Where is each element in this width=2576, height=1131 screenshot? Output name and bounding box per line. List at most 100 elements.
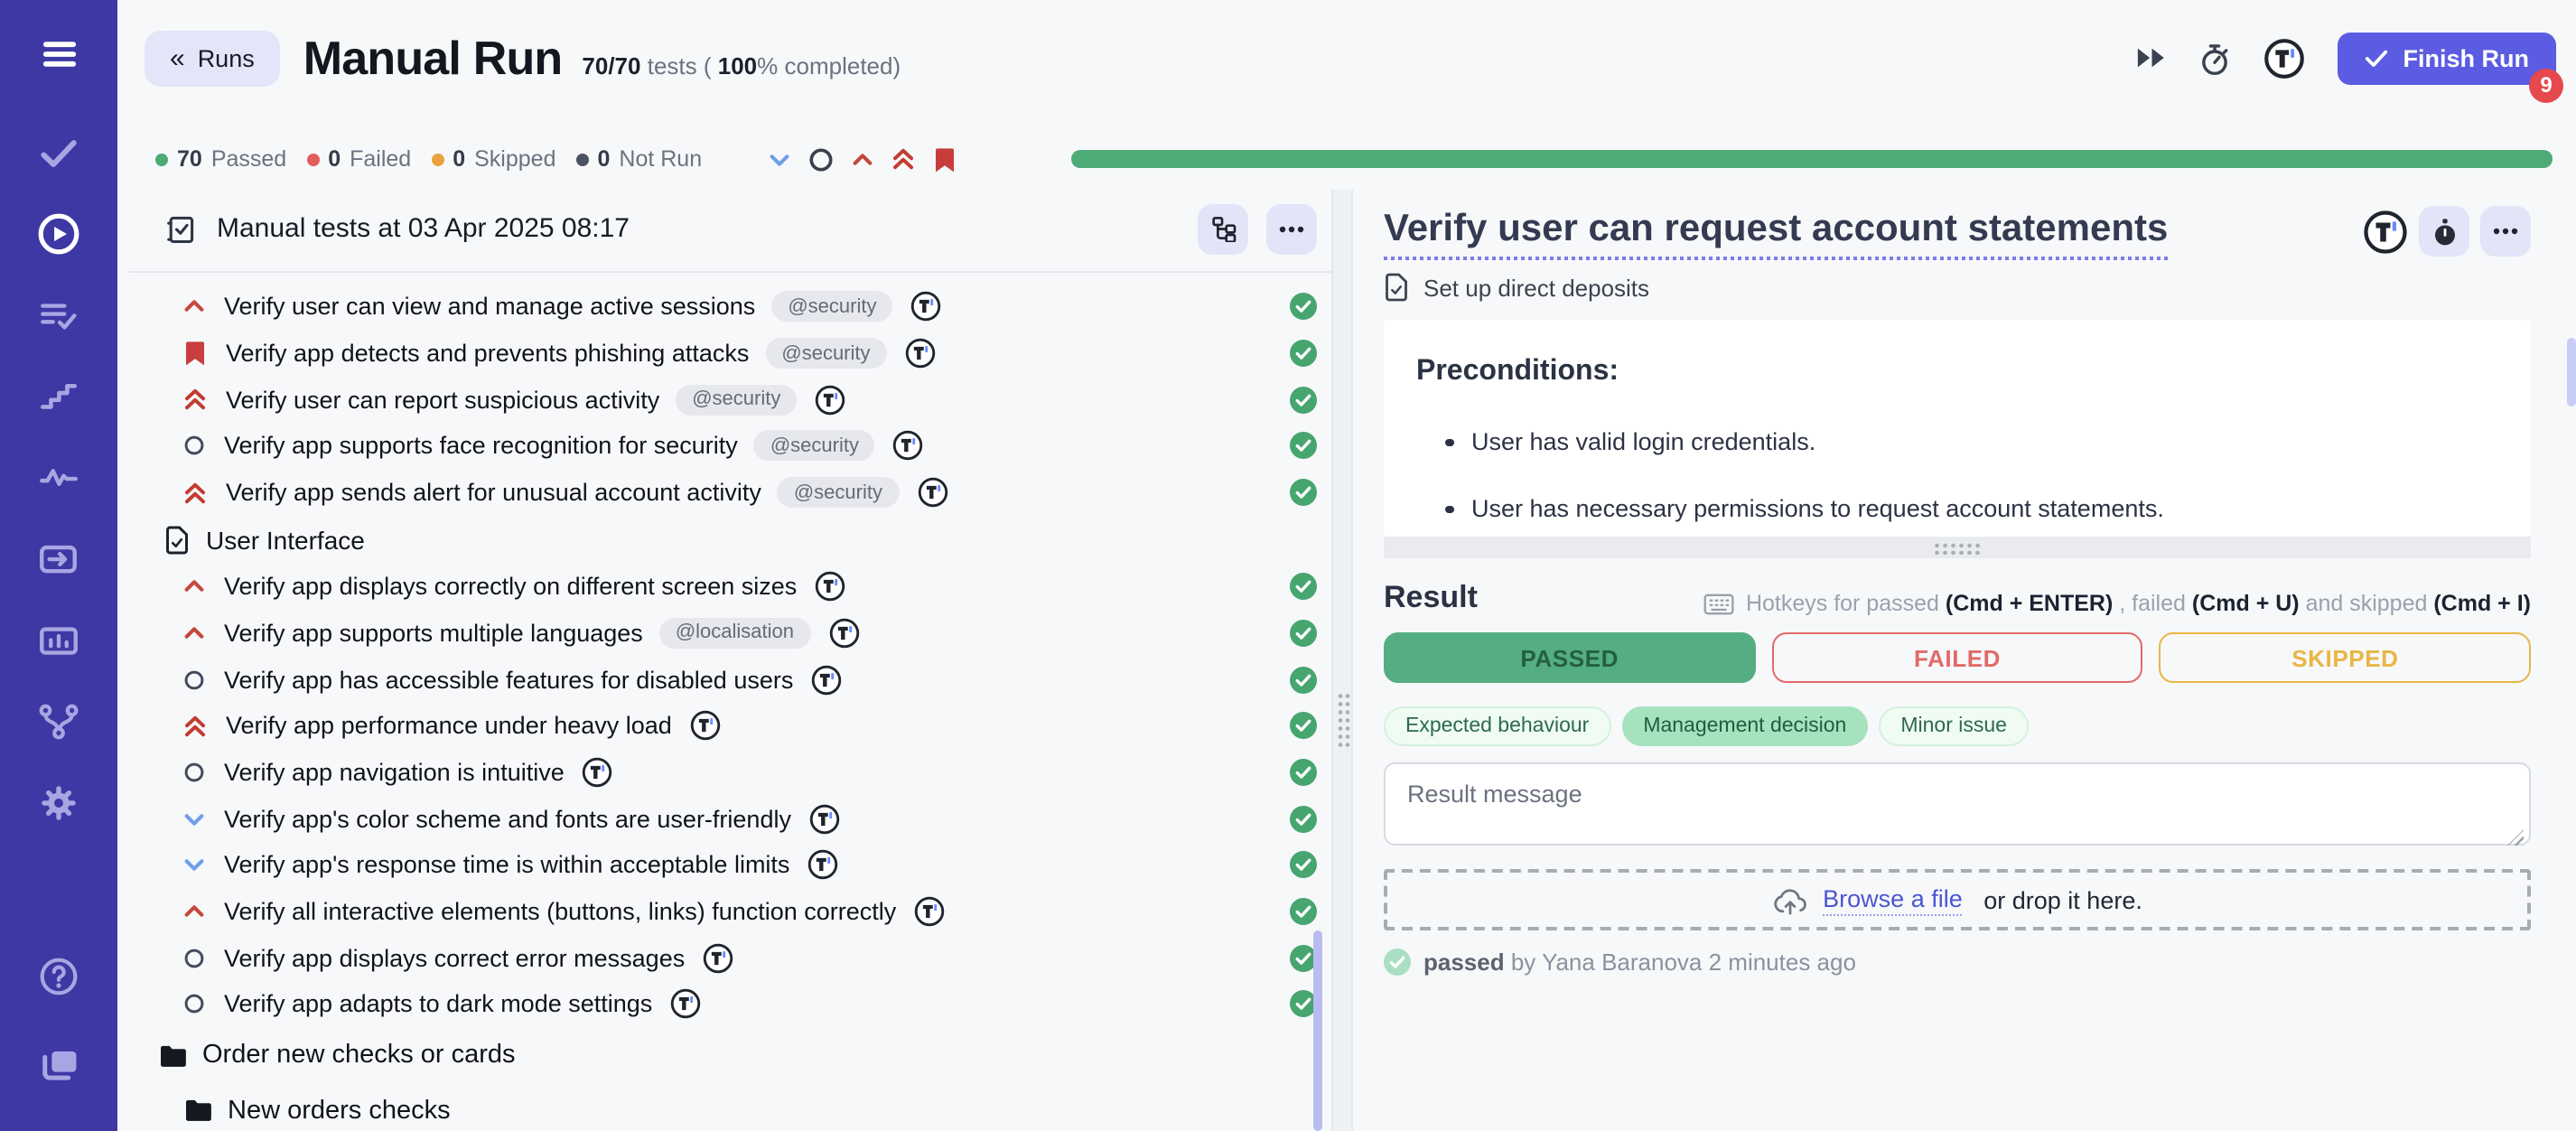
precondition-item: User has valid login credentials. (1445, 428, 2531, 455)
automation-t-badge-icon[interactable] (828, 618, 859, 649)
status-button[interactable]: SKIPPED (2159, 632, 2532, 683)
passed-status-icon (1290, 293, 1317, 321)
automation-t-badge-icon[interactable] (670, 989, 701, 1020)
preconditions-resize-bar[interactable] (1384, 537, 2531, 558)
priority-high-icon[interactable] (848, 145, 875, 173)
list-scrollbar-thumb[interactable] (1313, 930, 1322, 1131)
suite-breadcrumb[interactable]: Set up direct deposits (1384, 273, 2576, 302)
automation-t-badge-icon[interactable] (2363, 209, 2408, 254)
automation-t-badge-icon[interactable] (811, 664, 842, 695)
priority-low-icon[interactable] (765, 145, 792, 173)
finish-run-button[interactable]: Finish Run 9 (2338, 32, 2563, 102)
test-row[interactable]: Verify app detects and prevents phishing… (117, 330, 1331, 376)
test-row[interactable]: Verify app navigation is intuitive (117, 749, 1331, 795)
test-title: Verify app supports multiple languages (224, 619, 643, 647)
automation-t-badge-icon[interactable] (583, 757, 613, 788)
group-by-tree-button[interactable] (1198, 203, 1248, 254)
test-row[interactable]: Verify app displays correct error messag… (117, 935, 1331, 981)
pulse-icon[interactable] (33, 452, 84, 502)
suite-doc-icon (1384, 273, 1409, 302)
test-row[interactable]: Verify app adapts to dark mode settings (117, 981, 1331, 1027)
bullet-icon (1445, 438, 1453, 446)
projects-icon[interactable] (33, 1039, 84, 1089)
check-icon (2366, 49, 2388, 66)
fast-forward-icon[interactable] (2136, 45, 2167, 70)
priority-none-icon[interactable] (807, 145, 834, 173)
automation-t-badge-icon[interactable] (917, 477, 947, 508)
settings-gear-icon[interactable] (33, 777, 84, 827)
test-row[interactable]: Verify app performance under heavy load (117, 703, 1331, 749)
automation-t-badge-icon[interactable] (893, 431, 924, 462)
reports-icon[interactable] (33, 614, 84, 665)
automation-t-badge-icon[interactable] (905, 338, 936, 369)
automation-t-badge-icon[interactable] (815, 572, 845, 603)
result-message-input[interactable] (1384, 762, 2531, 846)
back-to-runs-button[interactable]: « Runs (145, 30, 280, 86)
status-dot-icon (155, 153, 168, 165)
steps-icon[interactable] (33, 370, 84, 421)
result-tag[interactable]: Expected behaviour (1384, 706, 1611, 746)
test-row[interactable]: Verify all interactive elements (buttons… (117, 889, 1331, 935)
more-options-button[interactable] (1266, 203, 1317, 254)
test-title: Verify user can view and manage active s… (224, 293, 756, 321)
file-dropzone[interactable]: Browse a file or drop it here. (1384, 869, 2531, 930)
test-row[interactable]: Verify user can view and manage active s… (117, 284, 1331, 330)
result-tag[interactable]: Minor issue (1879, 706, 2029, 746)
preconditions-card: Preconditions: User has valid login cred… (1384, 320, 2531, 537)
status-button[interactable]: PASSED (1384, 632, 1756, 683)
test-row[interactable]: Verify app supports multiple languages @… (117, 610, 1331, 656)
automation-t-badge-icon[interactable] (910, 292, 941, 322)
status-button[interactable]: FAILED (1771, 632, 2143, 683)
priority-highest-icon[interactable] (890, 145, 917, 173)
branches-icon[interactable] (33, 696, 84, 746)
import-icon[interactable] (33, 533, 84, 584)
ellipsis-icon (1279, 225, 1304, 232)
brand-t-logo-icon[interactable] (2264, 37, 2306, 79)
priority-low-icon (182, 854, 206, 877)
tests-check-icon[interactable] (33, 126, 84, 177)
test-row[interactable]: Verify app supports face recognition for… (117, 423, 1331, 469)
help-icon[interactable] (33, 950, 84, 1001)
priority-high-icon (182, 622, 206, 645)
test-row[interactable]: Verify app displays correctly on differe… (117, 564, 1331, 610)
test-title: Verify all interactive elements (buttons… (224, 898, 897, 926)
test-title: Verify app adapts to dark mode settings (224, 990, 653, 1018)
automation-t-badge-icon[interactable] (703, 943, 733, 974)
browse-file-link[interactable]: Browse a file (1823, 884, 1963, 915)
passed-status-icon (1290, 805, 1317, 833)
test-row[interactable]: Verify app's response time is within acc… (117, 842, 1331, 888)
hotkey-segment: (Cmd + I) (2433, 591, 2531, 616)
result-heading: Result (1384, 580, 1478, 614)
runs-play-icon[interactable] (33, 208, 84, 258)
test-title: Verify app detects and prevents phishing… (226, 340, 750, 368)
menu-icon[interactable] (33, 29, 84, 79)
automation-t-badge-icon[interactable] (914, 896, 945, 927)
bookmark-icon[interactable] (931, 145, 958, 173)
result-history-entry: passed by Yana Baranova 2 minutes ago (1384, 949, 2576, 976)
history-details: by Yana Baranova 2 minutes ago (1504, 949, 1856, 976)
timer-button[interactable] (2419, 206, 2469, 257)
stopwatch-icon[interactable] (2199, 41, 2232, 75)
priority-none-icon (182, 668, 206, 691)
test-row[interactable]: Verify app has accessible features for d… (117, 657, 1331, 703)
test-row[interactable]: Order new checks or cards (117, 1028, 1331, 1083)
test-row[interactable]: Verify app sends alert for unusual accou… (117, 470, 1331, 516)
panel-resize-handle[interactable] (1337, 692, 1351, 750)
automation-t-badge-icon[interactable] (807, 850, 838, 881)
test-row[interactable]: New orders checks (117, 1083, 1331, 1131)
automation-t-badge-icon[interactable] (690, 711, 721, 742)
test-row[interactable]: Verify user can report suspicious activi… (117, 377, 1331, 423)
test-row[interactable]: User Interface (117, 516, 1331, 564)
result-tag[interactable]: Management decision (1621, 706, 1869, 746)
more-options-button[interactable] (2480, 206, 2531, 257)
priority-highest-icon (182, 480, 208, 505)
hotkey-segment: (Cmd + ENTER) (1945, 591, 2114, 616)
test-row[interactable]: Verify app's color scheme and fonts are … (117, 796, 1331, 842)
preconditions-heading: Preconditions: (1416, 356, 1619, 387)
preconditions-scrollbar-thumb[interactable] (2567, 338, 2576, 407)
automation-t-badge-icon[interactable] (815, 384, 845, 415)
test-title: Verify app displays correct error messag… (224, 944, 686, 972)
passed-status-icon (1290, 666, 1317, 694)
plans-icon[interactable] (33, 289, 84, 340)
automation-t-badge-icon[interactable] (809, 803, 840, 834)
